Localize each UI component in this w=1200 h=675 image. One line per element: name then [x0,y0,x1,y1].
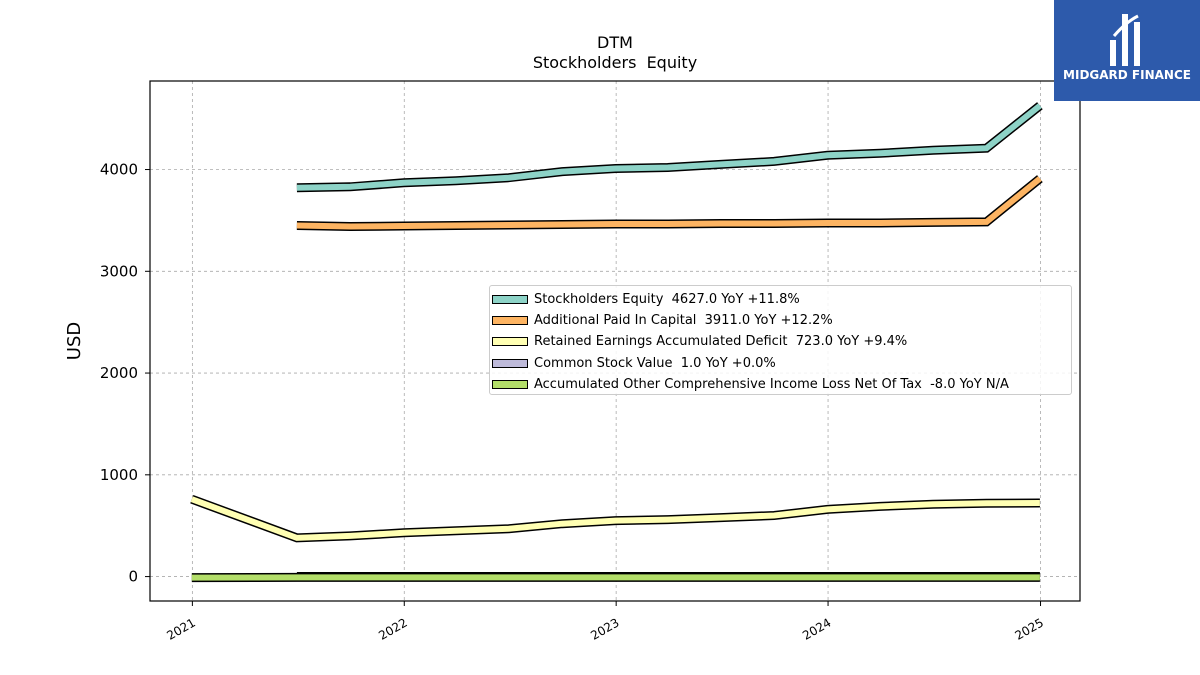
legend-swatch [492,379,528,389]
y-tick-label: 1000 [100,466,138,484]
plot-frame [149,80,1081,602]
legend-label: Stockholders Equity 4627.0 YoY +11.8% [534,292,800,308]
legend-swatch [492,295,528,305]
logo-text: MIDGARD FINANCE [1063,68,1191,82]
series-line [296,176,1042,230]
x-tick-label: 2022 [376,615,409,642]
legend-item: Accumulated Other Comprehensive Income L… [490,374,1071,395]
series-line [190,496,1040,541]
legend-item: Stockholders Equity 4627.0 YoY +11.8% [490,289,1071,310]
legend-label: Retained Earnings Accumulated Deficit 72… [534,334,908,350]
logo-mark-icon [1110,14,1140,66]
y-tick-label: 3000 [100,262,138,280]
legend-item: Additional Paid In Capital 3911.0 YoY +1… [490,310,1071,331]
legend-label: Additional Paid In Capital 3911.0 YoY +1… [534,313,833,329]
legend-swatch [492,337,528,347]
series-layer [190,102,1043,583]
legend: Stockholders Equity 4627.0 YoY +11.8% Ad… [489,285,1072,395]
legend-label: Common Stock Value 1.0 YoY +0.0% [534,355,776,371]
ticks: 0 1000 2000 3000 4000 2021 2022 2023 2024 2025 [100,161,1046,643]
chart-title: DTM [597,33,633,52]
legend-label: Accumulated Other Comprehensive Income L… [534,376,1009,392]
y-tick-label: 0 [128,568,138,586]
legend-swatch [492,316,528,326]
chart-subtitle: Stockholders Equity [532,53,698,72]
series-line [296,103,1042,191]
brand-logo: MIDGARD FINANCE [1054,0,1200,101]
series-line-outline [296,102,1043,193]
x-tick-label: 2021 [164,615,197,642]
x-tick-label: 2024 [800,615,833,642]
x-tick-label: 2025 [1013,615,1046,642]
y-tick-label: 2000 [100,364,138,382]
x-tick-label: 2023 [588,615,621,642]
legend-item: Retained Earnings Accumulated Deficit 72… [490,331,1071,352]
y-tick-label: 4000 [100,161,138,179]
legend-swatch [492,358,528,368]
legend-item: Common Stock Value 1.0 YoY +0.0% [490,353,1071,374]
y-axis-label: USD [64,322,85,360]
